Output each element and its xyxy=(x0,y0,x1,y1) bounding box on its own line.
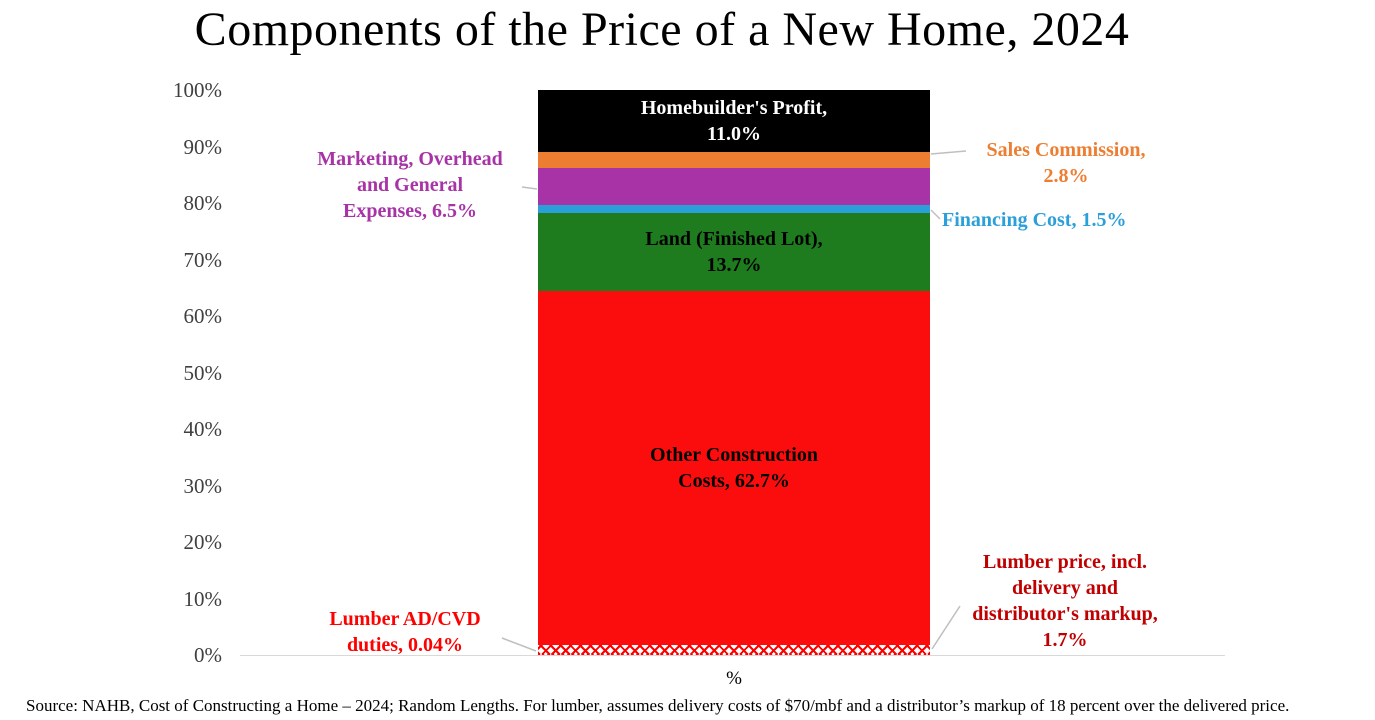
y-tick-label: 20% xyxy=(183,530,223,554)
bar-segment-sales xyxy=(538,152,930,168)
x-axis-label: % xyxy=(726,668,742,689)
y-tick-label: 70% xyxy=(183,247,223,272)
x-axis-baseline xyxy=(240,655,1225,656)
segment-label-other-construction: Other Construction Costs, 62.7% xyxy=(650,443,818,492)
annotation-financing-cost: Financing Cost, 1.5% xyxy=(942,209,1127,231)
y-axis: 100% 90% 80% 70% 60% 50% 40% 30% 20% 10% 0% xyxy=(100,77,222,668)
y-tick-label: 30% xyxy=(183,473,223,498)
segment-label-land: Land (Finished Lot), 13.7% xyxy=(645,227,823,276)
y-tick-label: 40% xyxy=(183,417,223,441)
source-note: Source: NAHB, Cost of Constructing a Hom… xyxy=(26,696,1290,715)
bar-segment-financing xyxy=(538,204,930,214)
bar-segment-lumber-price xyxy=(538,644,930,655)
y-tick-label: 10% xyxy=(183,586,223,611)
bar-segment-profit: Homebuilder's Profit, 11.0% xyxy=(538,90,930,153)
bar-stack: Homebuilder's Profit, 11.0% Land (Finishe… xyxy=(538,90,930,655)
y-tick-label: 100% xyxy=(173,78,222,102)
annotation-lumber-price: Lumber price, incl. delivery and distrib… xyxy=(972,551,1158,651)
segment-label-profit: Homebuilder's Profit, 11.0% xyxy=(640,97,828,146)
annotation-sales-commission: Sales Commission, 2.8% xyxy=(986,139,1146,187)
annotation-lumber-advd-duties: Lumber AD/CVD duties, 0.04% xyxy=(329,608,481,656)
annotation-marketing: Marketing, Overhead and General Expenses… xyxy=(317,148,503,222)
bar-segment-land: Land (Finished Lot), 13.7% xyxy=(538,213,930,291)
y-tick-label: 0% xyxy=(194,643,222,667)
y-tick-label: 90% xyxy=(183,134,223,159)
chart-title: Components of the Price of a New Home, 2… xyxy=(194,3,1130,56)
leader-line-financing xyxy=(930,209,941,220)
y-tick-label: 50% xyxy=(183,360,223,385)
y-tick-label: 60% xyxy=(183,304,223,328)
bar-segment-marketing xyxy=(538,167,930,205)
y-tick-label: 80% xyxy=(183,191,223,215)
bar-segment-other-construction: Other Construction Costs, 62.7% xyxy=(538,290,930,645)
